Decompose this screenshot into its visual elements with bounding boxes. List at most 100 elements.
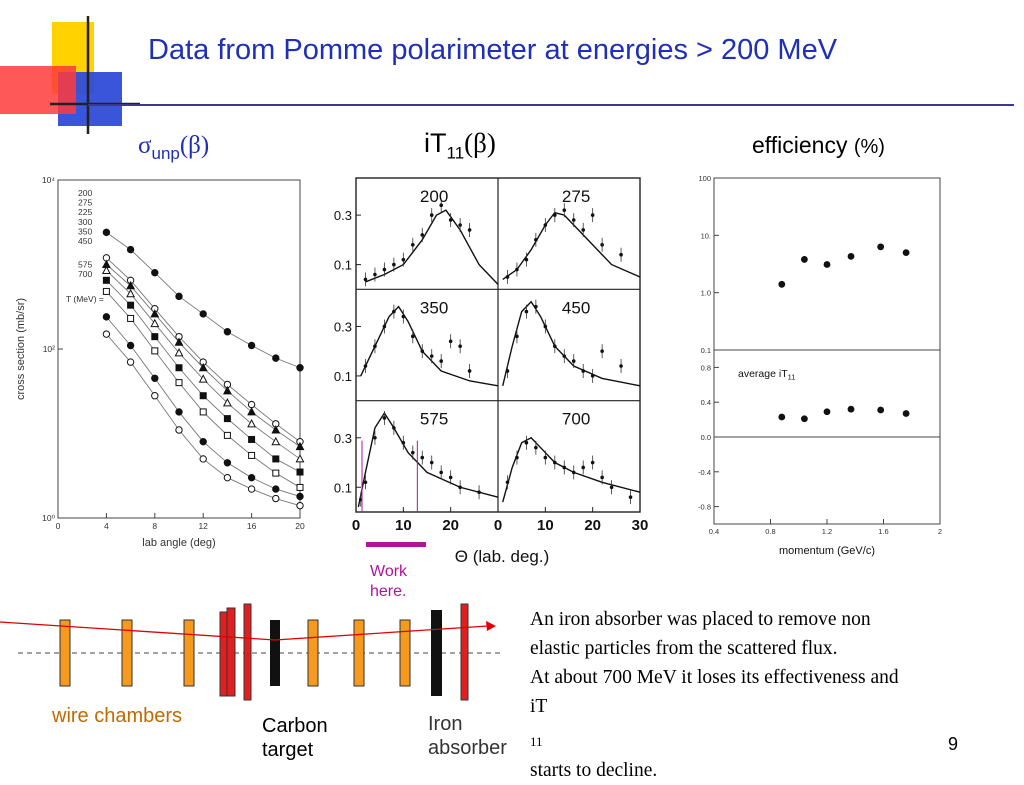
legend-entry: 700 [78, 269, 92, 279]
data-point [609, 485, 614, 490]
data-point [429, 213, 434, 217]
it11-inline-subscript: 11 [530, 733, 543, 749]
data-point [590, 374, 595, 378]
sigma-argument: (β) [179, 132, 210, 159]
data-point [411, 243, 415, 247]
efficiency-point [801, 256, 808, 263]
data-point [247, 400, 256, 409]
x-tick-label: 0 [494, 517, 502, 534]
data-point [553, 460, 557, 465]
data-point [543, 324, 548, 329]
data-point [439, 359, 443, 363]
wire-chamber [353, 619, 365, 687]
efficiency-header: efficiency (%) [752, 132, 885, 159]
work-here-label: Work here. [370, 562, 407, 602]
y-tick-label: 0.3 [334, 208, 352, 223]
data-point [151, 374, 159, 383]
data-point [458, 485, 462, 490]
data-point [458, 344, 462, 349]
work-here-line-1: Work [370, 563, 408, 580]
data-point [175, 426, 183, 434]
panel-label-450: 450 [562, 298, 590, 317]
legend-title: T (MeV) = [66, 294, 104, 304]
legend-entry: 300 [78, 217, 92, 227]
data-point [247, 419, 257, 428]
data-point [420, 349, 425, 353]
page-number: 9 [948, 734, 959, 754]
x-tick-label: 0 [56, 521, 61, 531]
legend-entry: 200 [78, 188, 92, 198]
efficiency-point [877, 243, 885, 251]
sigma-symbol: σ [138, 132, 152, 159]
data-point [296, 364, 304, 372]
data-point [401, 314, 406, 319]
legend-entry: 225 [78, 207, 92, 217]
data-point [174, 347, 184, 357]
data-point [198, 374, 208, 383]
data-point [126, 341, 135, 350]
data-point [102, 313, 111, 321]
data-point [562, 208, 567, 212]
scintillator-segmented [226, 607, 236, 697]
data-point [401, 257, 406, 262]
data-point [272, 494, 280, 503]
theory-curve-275 [502, 211, 641, 281]
data-point [515, 267, 519, 272]
it11-base: iT [424, 128, 447, 158]
efficiency-unit: (%) [853, 136, 885, 158]
x-tick-label: 10 [395, 517, 412, 534]
y-tick-label: 0.1 [334, 258, 352, 273]
average-it11-annotation: average iT11 [738, 368, 795, 382]
average-it11-point [778, 413, 786, 421]
data-point [524, 257, 529, 262]
logo-red-block [0, 66, 76, 114]
data-point [199, 408, 207, 416]
carbon-target-line-2: target [262, 739, 314, 761]
title-rule [88, 104, 1014, 106]
slide-title: Data from Pomme polarimeter at energies … [148, 34, 838, 66]
data-point [543, 455, 548, 460]
data-point [411, 450, 415, 455]
explanation-line-1: An iron absorber was placed to remove no… [530, 609, 871, 630]
y-tick-label: 100 [698, 174, 711, 183]
explanation-text: An iron absorber was placed to remove no… [530, 605, 1020, 785]
data-point [439, 470, 443, 475]
x-tick-label: 20 [442, 517, 459, 534]
data-point [411, 334, 415, 339]
data-point [373, 344, 377, 349]
y-tick-label: 0.3 [334, 319, 352, 334]
data-point [562, 465, 567, 470]
data-point [619, 252, 623, 257]
data-point [102, 228, 111, 237]
x-axis-label: Θ (lab. deg.) [455, 547, 550, 566]
data-point [401, 440, 406, 445]
data-point [429, 460, 434, 465]
track-arrowhead [486, 621, 496, 631]
sigma-subscript: unp [151, 144, 180, 163]
x-tick-label: 10 [537, 517, 554, 534]
data-point [420, 233, 425, 237]
x-tick-label: 20 [295, 521, 305, 531]
y-tick-label: 1.0 [701, 289, 711, 298]
data-point [126, 245, 135, 254]
explanation-line-3: At about 700 MeV it loses its effectiven… [530, 667, 899, 688]
data-point [382, 416, 387, 420]
data-point [505, 480, 510, 485]
x-tick-label: 16 [247, 521, 257, 531]
data-point [272, 354, 280, 362]
efficiency-point [778, 280, 786, 288]
y-tick-label: 0.1 [334, 480, 352, 495]
x-tick-label: 8 [152, 521, 157, 531]
data-point [373, 435, 377, 440]
data-point [429, 354, 434, 358]
legend-entry: 575 [78, 260, 92, 270]
data-point [448, 339, 453, 344]
wire-chamber [399, 619, 411, 687]
x-axis-label: lab angle (deg) [142, 537, 215, 549]
carbon-target-label: Carbon target [262, 714, 328, 762]
data-point [102, 330, 111, 338]
it11-argument: (β) [464, 128, 496, 158]
explanation-line-2: elastic particles from the scattered flu… [530, 638, 838, 659]
data-point [126, 358, 135, 366]
